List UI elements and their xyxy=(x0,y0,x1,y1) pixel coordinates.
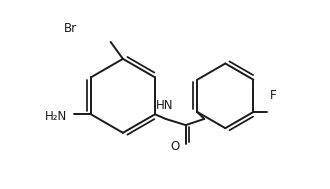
Text: O: O xyxy=(170,140,179,153)
Text: H₂N: H₂N xyxy=(45,110,67,123)
Text: HN: HN xyxy=(156,99,174,112)
Text: F: F xyxy=(270,89,277,102)
Text: Br: Br xyxy=(64,22,77,35)
